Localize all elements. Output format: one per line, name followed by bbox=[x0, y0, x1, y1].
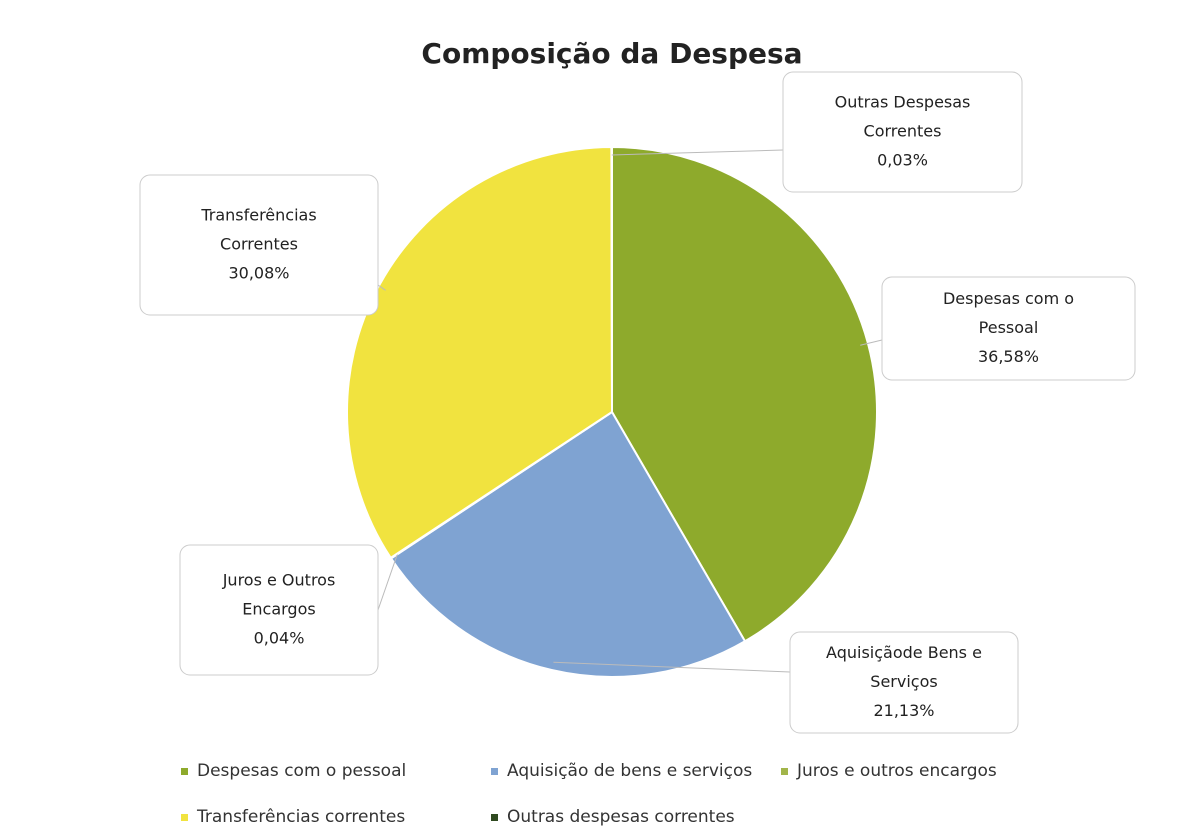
data-label: 0,04% bbox=[254, 629, 305, 648]
callout-box bbox=[179, 544, 379, 676]
leader-line bbox=[377, 553, 399, 611]
data-label-name: Transferências bbox=[200, 206, 316, 225]
callout-box bbox=[881, 276, 1136, 381]
pie-slice bbox=[610, 145, 613, 413]
pie-slice bbox=[389, 410, 747, 678]
data-label-name: Serviços bbox=[870, 672, 937, 691]
data-label: 36,58% bbox=[978, 347, 1039, 366]
legend-swatch bbox=[181, 768, 188, 775]
data-label-name: Correntes bbox=[864, 122, 942, 141]
legend-swatch bbox=[491, 814, 498, 821]
data-label-name: Correntes bbox=[220, 235, 298, 254]
pie-slice bbox=[346, 145, 614, 560]
legend-swatch bbox=[781, 768, 788, 775]
callout-box bbox=[789, 631, 1019, 734]
leader-line bbox=[860, 339, 883, 346]
chart-title: Composição da Despesa bbox=[421, 37, 802, 70]
callout-box bbox=[139, 174, 379, 316]
data-label-name: Juros e Outros bbox=[222, 571, 336, 590]
data-label: 0,03% bbox=[877, 151, 928, 170]
data-label-name: Despesas com o bbox=[943, 289, 1074, 308]
data-label-name: Aquisiçãode Bens e bbox=[826, 643, 982, 662]
leader-line bbox=[553, 661, 791, 673]
data-label-name: Encargos bbox=[242, 600, 315, 619]
data-label-name: Pessoal bbox=[979, 318, 1039, 337]
legend-label: Transferências correntes bbox=[196, 807, 405, 827]
legend-swatch bbox=[491, 768, 498, 775]
legend-label: Aquisição de bens e serviços bbox=[507, 761, 752, 781]
leader-line bbox=[377, 284, 386, 291]
data-label: 30,08% bbox=[228, 264, 289, 283]
data-label-name: Outras Despesas bbox=[835, 93, 971, 112]
legend-label: Outras despesas correntes bbox=[507, 807, 735, 827]
legend-label: Despesas com o pessoal bbox=[197, 761, 406, 781]
legend-swatch bbox=[181, 814, 188, 821]
data-label: 21,13% bbox=[873, 701, 934, 720]
callout-box bbox=[782, 71, 1023, 193]
legend-label: Juros e outros encargos bbox=[796, 761, 997, 781]
leader-line bbox=[611, 149, 784, 156]
